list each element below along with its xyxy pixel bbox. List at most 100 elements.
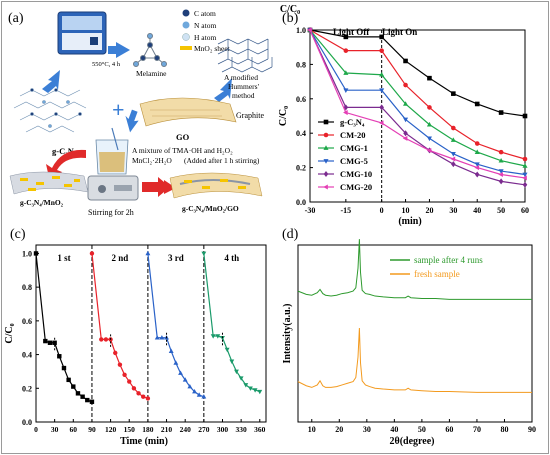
panel-b-legend: g-C₃N₄ CM-20 CMG-1 CMG-5 CMG-10 CMG-20 (318, 117, 372, 192)
panel-b-point (498, 110, 504, 115)
panel-b-ytick-label: 0.0 (296, 198, 306, 207)
panel-d-pattern-line (297, 239, 532, 300)
gcn-label: g-C₃N₄ (52, 146, 77, 156)
stirring-label: Stirring for 2h (88, 208, 134, 217)
panel-c-ytick-label: 0.6 (22, 317, 32, 326)
panel-c-xtick-label: 360 (254, 425, 266, 434)
panel-b-point (426, 136, 432, 142)
panel-d-legend-label: fresh sample (414, 269, 460, 279)
panel-c-line (203, 253, 260, 393)
panel-d-xlabel: 2θ(degree) (389, 436, 434, 447)
panel-c-point (145, 396, 151, 401)
panel-c-point (210, 334, 216, 339)
panel-c-point (85, 397, 90, 403)
panel-c-axes: 0 30 60 90 120 150 180 210 240 270 300 330 360 0.0 0.2… (4, 244, 267, 434)
panel-d-xtick-label: 30 (363, 425, 371, 434)
panel-c-xtick-label: 0 (34, 425, 38, 434)
panel-b-point (450, 156, 456, 162)
panel-c-point (178, 370, 183, 375)
panel-b-point (474, 165, 480, 171)
panel-c-ytick-label: 0.4 (22, 351, 32, 360)
panel-b-legend-label: CMG-20 (340, 182, 372, 192)
panel-c-point (154, 335, 160, 340)
product-right-label: g-C₃N₄/MnO₂/GO (182, 204, 239, 213)
panel-b-point (343, 48, 349, 53)
red-arrow-right (142, 177, 170, 197)
panel-b-legend-marker (323, 119, 329, 125)
panel-c-point (33, 251, 39, 256)
panel-b-point (343, 88, 349, 93)
panel-b-point (451, 125, 456, 131)
panel-c-point (75, 391, 81, 396)
panel-c-point (201, 251, 207, 257)
melamine-label: Melamine (136, 69, 167, 78)
panel-b-label: (b) (282, 11, 299, 26)
legend-mno2-sheet: MnO₂ sheet (194, 44, 231, 53)
panel-c-ylabel: C/C₀ (4, 323, 15, 343)
panel-c-cycle-label: 2 nd (112, 253, 129, 263)
panel-b-point (379, 71, 385, 77)
go-sheet-icon (139, 97, 237, 127)
panel-d-xtick-label: 60 (445, 425, 453, 434)
panel-b-point (451, 91, 456, 96)
panel-c-point (99, 337, 104, 342)
panel-d-axes: 10 20 30 40 50 60 70 80 90 Intensity(a.u.) (282, 244, 536, 434)
panel-b-legend-marker (323, 184, 328, 190)
panel-d-xtick-label: 40 (390, 425, 398, 434)
panel-b-legend-marker (323, 171, 329, 177)
panel-c-line (147, 253, 205, 398)
panel-b-legend-label: CMG-5 (340, 156, 368, 166)
plus-sign: + (112, 97, 125, 122)
panel-c-xtick-label: 150 (124, 425, 136, 434)
panel-c-series: 1 st 2 nd 3 rd 4 th (33, 250, 263, 404)
panel-b-point (427, 75, 432, 81)
panel-c-xtick-label: 90 (88, 425, 96, 434)
chart-d: (d) 2θ(degree) 10 20 30 40 50 60 70 80 90 Intensi… (282, 227, 536, 447)
panel-b-point (522, 181, 528, 188)
panel-c-point (47, 340, 53, 345)
panel-b-series (307, 27, 528, 188)
panel-c-point (187, 383, 193, 389)
chart-c: (c) Time (min) 0 30 60 90 120 150 180 210 240 270… (4, 227, 267, 447)
gcn-mno2-product-icon (9, 171, 89, 195)
panel-d-label: (d) (282, 227, 299, 242)
panel-b-ylabel-rot: C/C₀ (278, 106, 289, 126)
panel-a-label: (a) (8, 11, 24, 26)
panel-b-point (379, 34, 384, 40)
panel-c-xlabel: Time (min) (120, 436, 168, 447)
panel-c-point (117, 362, 123, 367)
panel-b-point (379, 48, 384, 53)
process-arrows (42, 42, 232, 133)
panel-c-line (91, 253, 149, 399)
atom-legend: C atom N atom H atom MnO₂ sheet (180, 9, 231, 53)
legend-c-atom: C atom (194, 9, 216, 18)
panel-b-xtick-label: -15 (340, 206, 351, 215)
panel-b-legend-marker (323, 132, 329, 138)
panel-b-legend-label: CMG-1 (340, 143, 368, 153)
product-left-label: g-C₃N₄/MnO₂ (20, 198, 64, 207)
panel-b-point (522, 172, 528, 178)
panel-b-legend-marker (323, 159, 329, 164)
panel-b-xlabel: (min) (398, 216, 421, 227)
panel-b-xtick-label: 60 (521, 206, 529, 215)
panel-c-xtick-label: 330 (236, 425, 248, 434)
mixture-line2: MnCl₂·2H₂O (132, 156, 172, 165)
panel-d-ylabel: Intensity(a.u.) (282, 303, 293, 363)
panel-c-xtick-label: 30 (51, 425, 59, 434)
panel-b-point (343, 70, 349, 75)
panel-d-plot-frame (297, 244, 533, 423)
panel-c-point (103, 337, 109, 342)
panel-d-xtick-label: 90 (528, 425, 536, 434)
panel-d-legend-label: sample after 4 runs (414, 255, 483, 265)
panel-b-point (474, 149, 480, 154)
panel-b-point (402, 135, 408, 141)
panel-c-point (196, 392, 202, 397)
panel-c-point (145, 250, 151, 256)
panel-c-cycle-label: 4 th (224, 253, 239, 263)
h-atom-swatch (182, 33, 190, 41)
mixture-line1: A mixture of TMA·OH and H₂O₂ (132, 146, 233, 155)
panel-c-point (131, 386, 137, 391)
panel-c-point (159, 335, 165, 340)
panel-b-point (474, 141, 480, 146)
melamine-molecule-icon (133, 33, 167, 67)
